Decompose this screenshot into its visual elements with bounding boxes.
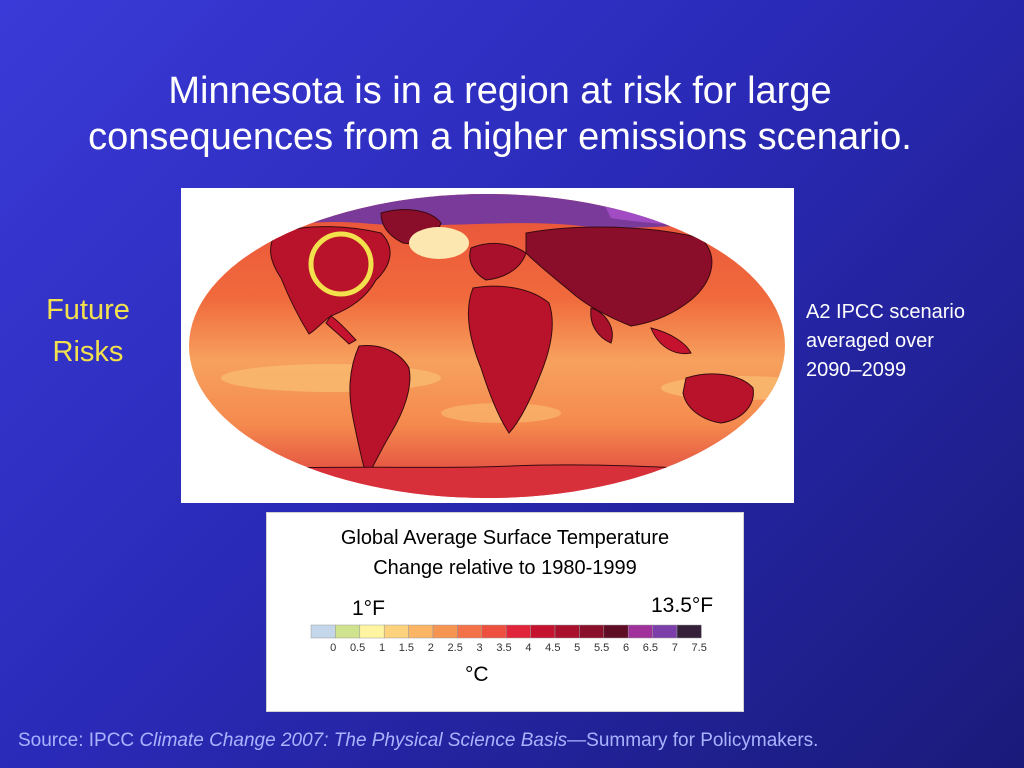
- minnesota-highlight-circle: [308, 231, 374, 297]
- legend-tick-label: 3.5: [496, 642, 511, 654]
- legend-title-line-2: Change relative to 1980-1999: [373, 557, 637, 579]
- source-citation: Source: IPCC Climate Change 2007: The Ph…: [18, 729, 1018, 753]
- legend-tick-label: 6: [623, 642, 629, 654]
- south-america: [349, 344, 411, 480]
- africa: [467, 285, 553, 434]
- temperature-legend: Global Average Surface Temperature Chang…: [266, 512, 744, 712]
- legend-swatch: [505, 624, 531, 639]
- legend-tick-label: 3: [477, 642, 483, 654]
- source-title: Climate Change 2007: The Physical Scienc…: [139, 730, 568, 751]
- legend-swatch: [652, 624, 678, 639]
- legend-tick-label: 5.5: [594, 642, 609, 654]
- legend-tick-label: 4.5: [545, 642, 560, 654]
- legend-tick-label: 1.5: [399, 642, 414, 654]
- slide-title: Minnesota is in a region at risk for lar…: [40, 68, 960, 160]
- legend-title: Global Average Surface Temperature Chang…: [267, 523, 743, 583]
- title-line-1: Minnesota is in a region at risk for lar…: [168, 70, 832, 112]
- future-risks-label: Future Risks: [20, 289, 156, 373]
- legend-unit-label: °C: [465, 663, 489, 686]
- legend-low-label: 1°F: [352, 597, 385, 620]
- legend-swatch: [457, 624, 483, 639]
- map-globe: [189, 194, 785, 498]
- source-suffix: —Summary for Policymakers.: [567, 730, 819, 751]
- scenario-line-3: 2090–2099: [806, 359, 907, 381]
- arctic-region: [189, 194, 785, 230]
- legend-swatch: [310, 624, 336, 639]
- legend-tick-label: 4: [525, 642, 531, 654]
- temperature-map: [181, 188, 794, 503]
- antarctica: [189, 464, 785, 498]
- legend-swatch: [383, 624, 409, 639]
- north-atlantic-zone: [409, 227, 469, 259]
- legend-swatch: [432, 624, 458, 639]
- title-line-2: consequences from a higher emissions sce…: [88, 116, 912, 158]
- legend-tick-label: 1: [379, 642, 385, 654]
- asia: [525, 226, 713, 327]
- source-prefix: Source: IPCC: [18, 730, 140, 751]
- legend-tick-label: 7.5: [692, 642, 707, 654]
- legend-swatch: [676, 624, 702, 639]
- side-label-line-1: Future: [46, 294, 130, 326]
- southeast-asia: [650, 327, 692, 355]
- europe: [469, 242, 527, 281]
- legend-swatch: [627, 624, 653, 639]
- legend-swatch: [554, 624, 580, 639]
- legend-swatch: [530, 624, 556, 639]
- legend-tick-label: 6.5: [643, 642, 658, 654]
- legend-color-bar: 0 0.5 1 1.5 2 2.5 3 3.5 4 4.5 5 5.5 6 6.5 7 7.5: [310, 624, 707, 654]
- legend-swatch: [481, 624, 507, 639]
- legend-high-label: 13.5°F: [651, 594, 714, 617]
- legend-tick-label: 2.5: [448, 642, 463, 654]
- legend-swatch: [335, 624, 361, 639]
- legend-swatch: [408, 624, 434, 639]
- central-america: [325, 315, 357, 345]
- scenario-line-2: averaged over: [806, 330, 934, 352]
- legend-tick-label: 0: [330, 642, 336, 654]
- world-map-image: [189, 194, 785, 498]
- legend-title-line-1: Global Average Surface Temperature: [340, 527, 670, 549]
- legend-tick-label: 5: [574, 642, 580, 654]
- legend-swatch: [603, 624, 629, 639]
- legend-swatch: [359, 624, 385, 639]
- legend-tick-label: 2: [428, 642, 434, 654]
- scenario-note: A2 IPCC scenario averaged over 2090–2099: [806, 298, 1016, 385]
- scenario-line-1: A2 IPCC scenario: [806, 301, 965, 323]
- india: [590, 307, 613, 344]
- australia: [682, 373, 754, 424]
- north-america: [270, 226, 391, 335]
- side-label-line-2: Risks: [52, 336, 124, 368]
- legend-swatch: [579, 624, 605, 639]
- legend-tick-label: 0.5: [350, 642, 365, 654]
- legend-tick-label: 7: [672, 642, 678, 654]
